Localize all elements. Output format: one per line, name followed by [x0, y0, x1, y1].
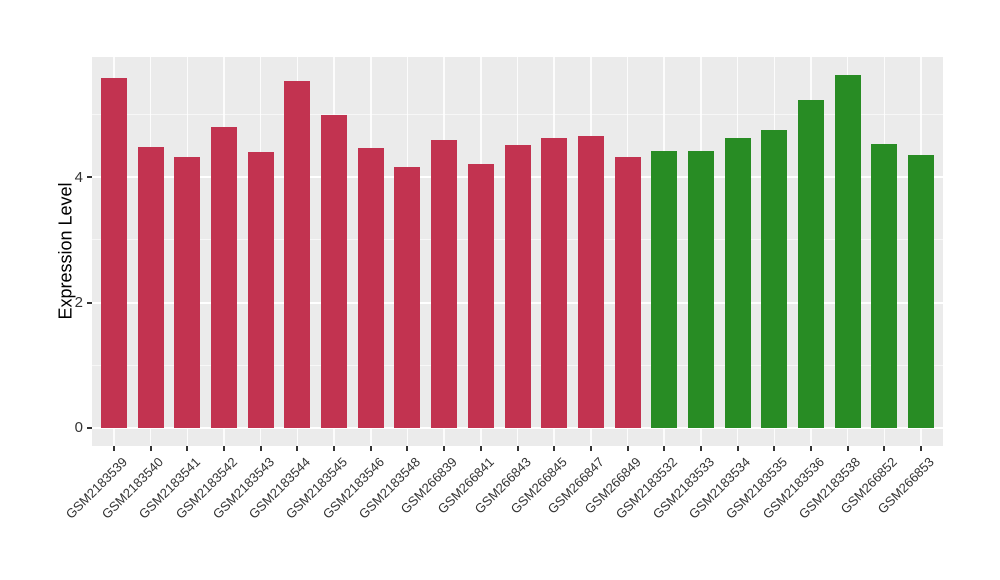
bar [504, 145, 531, 428]
x-tick-mark [259, 446, 262, 451]
x-tick-mark [149, 446, 152, 451]
x-tick-mark [846, 446, 849, 451]
x-tick-mark [589, 446, 592, 451]
y-axis-tick-label: 0 [74, 419, 83, 437]
x-tick-mark [663, 446, 666, 451]
x-tick-mark [223, 446, 226, 451]
bar [907, 155, 934, 428]
bar [797, 100, 824, 428]
bar [137, 146, 164, 428]
x-tick-mark [553, 446, 556, 451]
y-tick-mark [87, 426, 92, 429]
bar [651, 150, 678, 428]
bar [761, 130, 788, 428]
x-tick-mark [809, 446, 812, 451]
y-axis-tick-label: 4 [74, 168, 83, 186]
x-tick-mark [919, 446, 922, 451]
x-tick-mark [406, 446, 409, 451]
x-tick-mark [479, 446, 482, 451]
x-tick-mark [296, 446, 299, 451]
bar [174, 157, 201, 428]
x-tick-mark [773, 446, 776, 451]
x-tick-mark [736, 446, 739, 451]
bar [211, 127, 238, 428]
bar [541, 138, 568, 428]
x-tick-mark [369, 446, 372, 451]
x-tick-mark [443, 446, 446, 451]
plot-panel [92, 57, 943, 446]
y-tick-mark [87, 176, 92, 179]
bar [577, 135, 604, 428]
bar [724, 138, 751, 428]
bar [357, 148, 384, 428]
x-tick-mark [516, 446, 519, 451]
x-tick-mark [186, 446, 189, 451]
bar [834, 74, 861, 428]
bar [284, 81, 311, 428]
bar [431, 140, 458, 428]
bar [687, 150, 714, 428]
x-tick-mark [883, 446, 886, 451]
bar [247, 151, 274, 428]
x-tick-mark [626, 446, 629, 451]
bar [871, 144, 898, 428]
bar [394, 166, 421, 428]
y-axis-tick-label: 2 [74, 294, 83, 312]
x-tick-mark [699, 446, 702, 451]
bar [101, 78, 127, 428]
bar [614, 157, 641, 428]
x-tick-mark [113, 446, 115, 451]
bar [467, 164, 494, 428]
y-axis-title: Expression Level [55, 182, 76, 320]
y-tick-mark [87, 301, 92, 304]
bar [321, 114, 348, 428]
x-tick-mark [333, 446, 336, 451]
